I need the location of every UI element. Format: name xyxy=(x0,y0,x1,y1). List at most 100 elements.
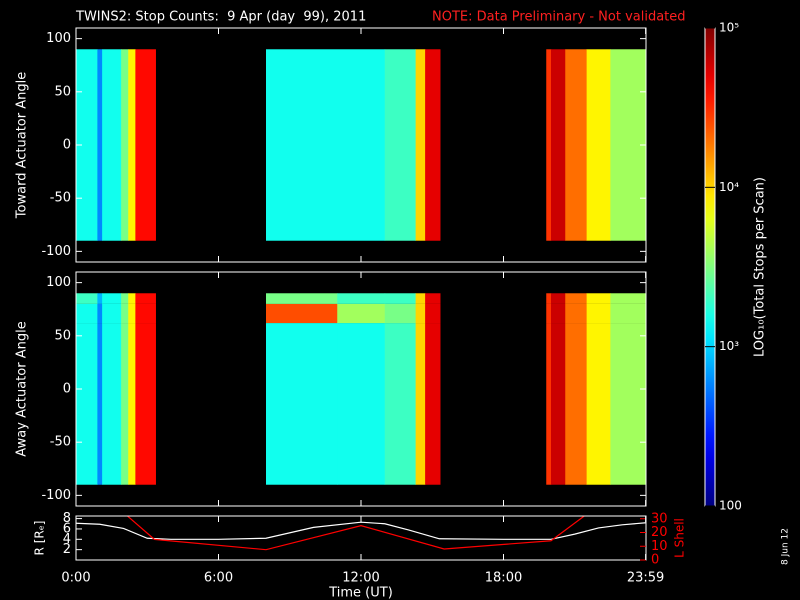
y-tick-label: 50 xyxy=(54,84,71,99)
y-axis-label: Away Actuator Angle xyxy=(15,321,30,456)
heatmap-cell xyxy=(76,323,98,485)
heatmap-cell xyxy=(565,49,588,241)
heatmap-cell xyxy=(586,323,611,485)
y-tick-label: 50 xyxy=(54,328,71,343)
series-line xyxy=(126,516,585,551)
y-tick-label: -50 xyxy=(50,435,71,450)
heatmap-cell xyxy=(102,323,122,485)
y2-tick-label: 20 xyxy=(651,525,668,540)
heatmap-cell xyxy=(415,293,426,304)
heatmap-cell xyxy=(337,303,386,324)
y-tick-label: -100 xyxy=(41,488,71,503)
heatmap-cell xyxy=(97,303,103,324)
heatmap-cell xyxy=(546,293,552,304)
heatmap-cell xyxy=(415,49,426,241)
heatmap-cell xyxy=(76,293,98,304)
heatmap-cell xyxy=(565,303,588,324)
y-tick-label: 0 xyxy=(63,382,71,397)
heatmap-cell xyxy=(135,303,156,324)
plot-area xyxy=(76,516,646,560)
heatmap-cell xyxy=(128,293,136,304)
heatmap-cell xyxy=(586,303,611,324)
heatmap-cell xyxy=(565,323,588,485)
heatmap-cell xyxy=(337,323,386,485)
y-tick-label: -100 xyxy=(41,244,71,259)
line-group xyxy=(76,516,646,551)
y-tick-label: 6 xyxy=(63,521,71,536)
heatmap-cell xyxy=(135,293,156,304)
colorbar-label: LOG₁₀(Total Stops per Scan) xyxy=(753,177,768,357)
x-tick-label: 6:00 xyxy=(204,571,233,586)
y-axis-label: R [Rₑ] xyxy=(33,521,47,556)
heatmap-cell xyxy=(266,303,338,324)
heatmap-cell xyxy=(102,49,122,241)
heatmap-cell xyxy=(551,49,566,241)
heatmap-cell xyxy=(551,323,566,485)
colorbar-tick-label: 10⁵ xyxy=(719,21,739,35)
heatmap-cell xyxy=(425,293,441,304)
heatmap-cell xyxy=(384,49,417,241)
heatmap-cell xyxy=(121,293,129,304)
heatmap-cell xyxy=(586,293,611,304)
x-tick-label: 0:00 xyxy=(61,571,90,586)
x-tick-label: 23:59 xyxy=(627,571,664,586)
title: TWINS2: Stop Counts: 9 Apr (day 99), 201… xyxy=(75,10,366,25)
heatmap-cell xyxy=(425,49,441,241)
heatmap-cell xyxy=(97,323,103,485)
heatmap-cell xyxy=(610,303,647,324)
heatmap-cell xyxy=(415,323,426,485)
y-tick-label: 100 xyxy=(46,31,71,46)
heatmap-cell xyxy=(425,303,441,324)
heatmap-cell xyxy=(551,293,566,304)
heatmap-cell xyxy=(76,303,98,324)
heatmap-cell xyxy=(102,303,122,324)
x-tick-label: 18:00 xyxy=(485,571,522,586)
heatmap-cell xyxy=(546,323,552,485)
heatmap-cell xyxy=(546,49,552,241)
heatmap-cell xyxy=(337,293,386,304)
heatmap-cell xyxy=(384,303,417,324)
heatmap-cell xyxy=(266,293,338,304)
heatmap-cell xyxy=(76,49,98,241)
heatmap-cell xyxy=(97,49,103,241)
heatmap-cell xyxy=(384,323,417,485)
heatmap-cell xyxy=(128,303,136,324)
series-line xyxy=(76,521,646,540)
note: NOTE: Data Preliminary - Not validated xyxy=(432,10,686,25)
y2-tick-label: 10 xyxy=(651,539,668,554)
heatmap-cell xyxy=(266,323,338,485)
heatmap-cell xyxy=(135,323,156,485)
y2-axis-label: L Shell xyxy=(673,518,687,558)
heatmap-cell xyxy=(551,303,566,324)
y-tick-label: 8 xyxy=(63,511,71,526)
date-stamp: 8 Jun 12 xyxy=(781,528,791,565)
heatmap-cell xyxy=(546,303,552,324)
heatmap-cell xyxy=(128,323,136,485)
y-tick-label: 100 xyxy=(46,275,71,290)
heatmap-cell xyxy=(121,323,129,485)
colorbar-tick-label: 10³ xyxy=(719,339,739,353)
heatmap-cell xyxy=(121,303,129,324)
y-tick-label: 2 xyxy=(63,542,71,557)
heatmap-cell xyxy=(610,293,647,304)
y2-tick-label: 30 xyxy=(651,511,668,526)
colorbar xyxy=(705,28,715,506)
heatmap-cell xyxy=(586,49,611,241)
heatmap-cell xyxy=(415,303,426,324)
colorbar-tick-label: 10⁴ xyxy=(719,180,739,194)
heatmap-cell xyxy=(121,49,129,241)
x-axis-label: Time (UT) xyxy=(328,586,393,600)
heatmap-cell xyxy=(425,323,441,485)
heatmap-cell xyxy=(97,293,103,304)
heatmap-cell xyxy=(128,49,136,241)
y-tick-label: 4 xyxy=(63,532,71,547)
heatmap-cell xyxy=(384,293,417,304)
y-tick-label: 0 xyxy=(63,138,71,153)
colorbar-tick-label: 100 xyxy=(719,499,742,513)
heatmap-cell xyxy=(565,293,588,304)
y2-tick-label: 0 xyxy=(651,553,659,568)
y-tick-label: -50 xyxy=(50,191,71,206)
heatmap-cell xyxy=(610,323,647,485)
x-tick-label: 12:00 xyxy=(342,571,379,586)
